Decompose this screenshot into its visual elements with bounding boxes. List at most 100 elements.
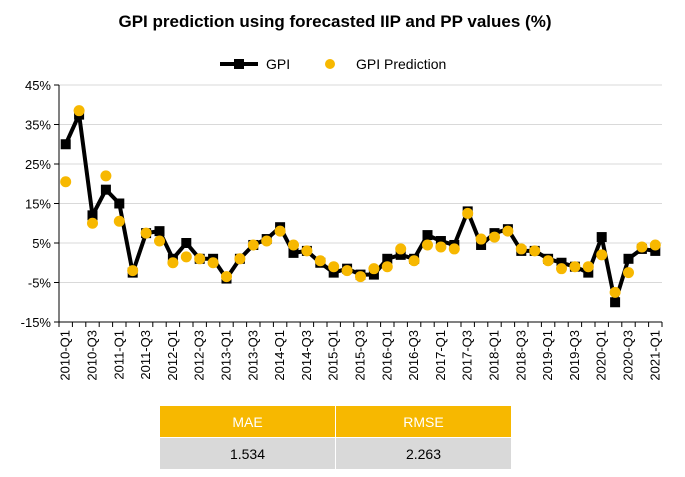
prediction-point: [314, 255, 326, 267]
mae-header: MAE: [159, 405, 336, 438]
gpi-point: [328, 267, 339, 278]
x-tick-label: 2013-Q1: [219, 330, 234, 381]
prediction-point: [502, 225, 514, 237]
gpi-point: [87, 210, 98, 221]
x-tick-label: 2019-Q3: [567, 330, 582, 381]
y-tick-label: 45%: [25, 78, 51, 93]
gpi-point: [382, 253, 393, 264]
prediction-point: [341, 265, 353, 277]
prediction-point: [355, 271, 366, 283]
x-tick-label: 2014-Q3: [299, 330, 314, 381]
x-tick-label: 2016-Q1: [379, 330, 394, 381]
prediction-point: [462, 207, 474, 219]
prediction-point: [636, 241, 648, 253]
prediction-point: [649, 239, 661, 251]
prediction-point: [274, 225, 286, 237]
gpi-point: [288, 247, 299, 258]
gpi-point: [422, 230, 433, 241]
series-gpi-prediction: [60, 105, 661, 298]
x-tick-label: 2014-Q1: [272, 330, 287, 381]
prediction-point: [328, 261, 340, 273]
prediction-point: [87, 217, 98, 229]
gpi-point: [154, 226, 165, 237]
gpi-point: [114, 198, 125, 209]
x-tick-label: 2015-Q1: [326, 330, 341, 381]
legend-prediction-label: GPI Prediction: [356, 56, 446, 72]
prediction-point: [60, 176, 72, 188]
prediction-point: [422, 239, 433, 251]
prediction-point: [582, 261, 594, 273]
prediction-point: [167, 257, 179, 269]
metrics-value-row: 1.534 2.263: [159, 437, 512, 470]
legend-gpi-label: GPI: [266, 56, 290, 72]
metrics-table: MAE RMSE 1.534 2.263: [159, 405, 512, 470]
prediction-point: [368, 263, 380, 275]
gpi-point: [368, 269, 379, 280]
prediction-point: [609, 286, 621, 298]
rmse-value: 2.263: [335, 437, 512, 470]
x-tick-label: 2015-Q3: [353, 330, 368, 381]
prediction-point: [154, 235, 165, 247]
gpi-point: [60, 139, 71, 150]
x-tick-label: 2012-Q1: [165, 330, 180, 381]
prediction-point: [288, 239, 299, 251]
chart: GPI prediction using forecasted IIP and …: [21, 12, 663, 381]
y-tick-label: 5%: [32, 236, 51, 251]
prediction-point: [569, 261, 581, 273]
rmse-header: RMSE: [335, 405, 512, 438]
gpi-point: [596, 232, 607, 243]
gpi-point: [610, 297, 621, 308]
prediction-point: [247, 239, 259, 251]
gpi-point: [583, 267, 594, 278]
y-tick-label: -5%: [28, 276, 52, 291]
x-tick-label: 2021-Q1: [647, 330, 662, 381]
gpi-point: [435, 236, 446, 247]
gpi-point: [476, 239, 487, 250]
prediction-point: [529, 245, 541, 257]
prediction-point: [408, 255, 420, 267]
gpi-point: [100, 184, 111, 195]
prediction-point: [113, 215, 125, 227]
prediction-point: [221, 271, 232, 283]
x-axis-ticks: 2010-Q1 2010-Q3 2011-Q1 2011-Q3 2012-Q1 2012-…: [58, 322, 663, 381]
prediction-point: [234, 253, 246, 265]
prediction-point: [127, 265, 139, 277]
prediction-point: [180, 251, 192, 263]
x-tick-label: 2010-Q3: [85, 330, 100, 381]
legend-prediction-marker: [325, 59, 335, 69]
x-tick-label: 2020-Q1: [594, 330, 609, 381]
prediction-point: [542, 255, 554, 267]
prediction-point: [301, 245, 313, 257]
prediction-point: [489, 231, 500, 243]
prediction-point: [515, 243, 527, 255]
prediction-point: [73, 105, 85, 117]
x-tick-label: 2019-Q1: [540, 330, 555, 381]
prediction-point: [207, 257, 219, 269]
x-tick-label: 2017-Q3: [460, 330, 475, 381]
gpi-point: [395, 249, 406, 260]
x-tick-label: 2013-Q3: [245, 330, 260, 381]
axes: [58, 85, 662, 323]
prediction-point: [623, 267, 634, 279]
legend: GPI GPI Prediction: [220, 56, 446, 72]
y-tick-label: -15%: [21, 315, 52, 330]
x-tick-label: 2020-Q3: [621, 330, 636, 381]
prediction-point: [100, 170, 112, 182]
x-tick-label: 2010-Q1: [58, 330, 73, 381]
gpi-point: [650, 245, 661, 256]
prediction-point: [596, 249, 608, 261]
prediction-point: [475, 233, 487, 245]
y-tick-label: 35%: [25, 118, 51, 133]
x-tick-label: 2011-Q3: [138, 330, 153, 380]
x-tick-label: 2011-Q1: [111, 330, 126, 380]
x-tick-label: 2018-Q1: [487, 330, 502, 381]
y-tick-label: 25%: [25, 157, 51, 172]
prediction-point: [395, 243, 407, 255]
gpi-point: [181, 238, 192, 248]
prediction-point: [381, 261, 393, 273]
chart-title: GPI prediction using forecasted IIP and …: [119, 12, 552, 31]
legend-gpi-marker: [234, 59, 244, 69]
x-tick-label: 2012-Q3: [192, 330, 207, 381]
y-axis-ticks: 45% 35% 25% 15% 5% -5% -15%: [21, 78, 59, 330]
x-tick-label: 2016-Q3: [406, 330, 421, 381]
